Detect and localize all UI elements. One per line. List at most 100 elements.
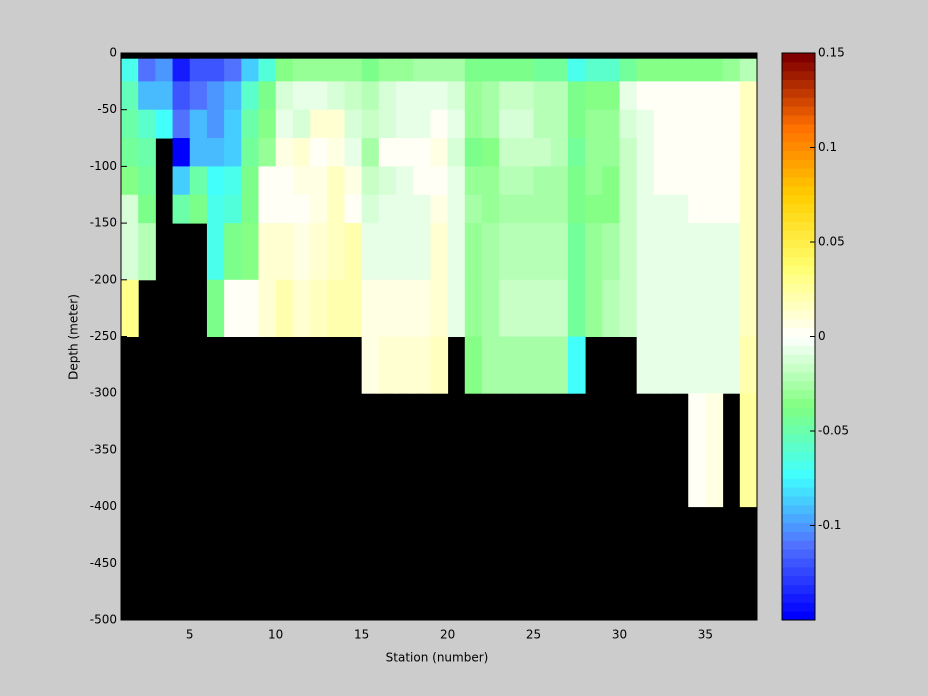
heatmap-cell	[516, 109, 535, 139]
heatmap-cell	[739, 336, 758, 394]
heatmap-cell	[653, 58, 672, 82]
heatmap-cell	[327, 58, 345, 82]
heatmap-cell	[310, 279, 328, 337]
heatmap-cell	[413, 109, 431, 139]
heatmap-cell	[602, 81, 620, 111]
heatmap-cell	[705, 336, 724, 394]
heatmap-cell	[516, 279, 535, 337]
heatmap-cell	[464, 109, 483, 139]
heatmap-cell	[688, 223, 706, 281]
colorbar-swatch	[782, 522, 815, 532]
heatmap-cell	[602, 166, 620, 196]
heatmap-cell	[705, 58, 724, 82]
heatmap-cell	[292, 138, 311, 167]
y-tick-label: -250	[90, 329, 117, 343]
heatmap-cell	[533, 166, 552, 196]
colorbar-swatch	[782, 159, 815, 169]
heatmap-cell	[138, 109, 156, 139]
heatmap-cell	[705, 166, 724, 196]
heatmap-cell	[224, 138, 242, 167]
heatmap-cell	[327, 194, 345, 224]
heatmap-cell	[688, 336, 706, 394]
colorbar-swatch	[782, 168, 815, 178]
heatmap-cell	[241, 81, 260, 111]
heatmap-cell	[241, 109, 260, 139]
heatmap-cell	[413, 81, 431, 111]
heatmap-cell	[636, 109, 655, 139]
heatmap-cell	[499, 138, 517, 167]
heatmap-cell	[206, 109, 225, 139]
heatmap-cell	[481, 109, 500, 139]
heatmap-cell	[206, 58, 225, 82]
heatmap-cell	[705, 279, 724, 337]
heatmap-cell	[499, 166, 517, 196]
heatmap-cell	[224, 58, 242, 82]
heatmap-cell	[430, 109, 449, 139]
heatmap-cell	[413, 58, 431, 82]
colorbar-swatch	[782, 115, 815, 125]
heatmap-cell	[344, 166, 363, 196]
heatmap-cell	[206, 166, 225, 196]
heatmap-cell	[121, 223, 139, 281]
colorbar-swatch	[782, 203, 815, 213]
heatmap-cell	[138, 138, 156, 167]
colorbar-tick-label: 0.1	[818, 140, 837, 154]
colorbar-swatch	[782, 185, 815, 196]
heatmap-cell	[121, 81, 139, 111]
heatmap-cell	[722, 109, 741, 139]
colorbar-swatch	[782, 557, 815, 568]
heatmap-cell	[224, 166, 242, 196]
heatmap-cell	[688, 109, 706, 139]
heatmap-cell	[739, 109, 758, 139]
heatmap-cell	[258, 109, 277, 139]
heatmap-cell	[636, 166, 655, 196]
heatmap-cell	[739, 58, 758, 82]
heatmap-cell	[310, 58, 328, 82]
heatmap-cell	[361, 279, 380, 337]
heatmap-cell	[310, 81, 328, 111]
x-tick-label: 30	[612, 628, 627, 642]
colorbar-swatch	[782, 256, 815, 267]
heatmap-cell	[550, 279, 569, 337]
heatmap-cell	[567, 223, 586, 281]
heatmap-cell	[396, 279, 414, 337]
colorbar-swatch	[782, 380, 815, 391]
y-axis-label: Depth (meter)	[67, 294, 81, 380]
heatmap-cell	[567, 336, 586, 394]
heatmap-cell	[258, 58, 277, 82]
heatmap-cell	[533, 223, 552, 281]
heatmap-cell	[172, 194, 191, 224]
heatmap-cell	[310, 109, 328, 139]
colorbar-swatch	[782, 363, 815, 373]
heatmap-cell	[258, 194, 277, 224]
heatmap-cell	[447, 279, 466, 337]
colorbar-tick-label: -0.05	[818, 424, 849, 438]
heatmap-cell	[138, 81, 156, 111]
heatmap-cell	[671, 223, 689, 281]
heatmap-cell	[602, 223, 620, 281]
heatmap-cell	[688, 194, 706, 224]
heatmap-cell	[602, 279, 620, 337]
heatmap-cell	[430, 194, 449, 224]
y-tick-label: -150	[90, 216, 117, 230]
colorbar-swatch	[782, 513, 815, 524]
heatmap-cell	[413, 166, 431, 196]
y-tick-label: -100	[90, 159, 117, 173]
heatmap-cell	[138, 194, 156, 224]
heatmap-cell	[310, 223, 328, 281]
colorbar-swatch	[782, 575, 815, 586]
heatmap-cell	[327, 223, 345, 281]
heatmap-cell	[378, 166, 397, 196]
colorbar-swatch	[782, 478, 815, 488]
heatmap-cell	[310, 138, 328, 167]
heatmap-cell	[619, 109, 638, 139]
heatmap-cell	[585, 223, 603, 281]
heatmap-cell	[722, 166, 741, 196]
heatmap-cell	[516, 138, 535, 167]
heatmap-cell	[189, 58, 208, 82]
x-tick-label: 5	[186, 628, 194, 642]
heatmap-cell	[378, 223, 397, 281]
heatmap-cell	[705, 223, 724, 281]
colorbar-swatch	[782, 451, 815, 462]
heatmap-cell	[533, 194, 552, 224]
